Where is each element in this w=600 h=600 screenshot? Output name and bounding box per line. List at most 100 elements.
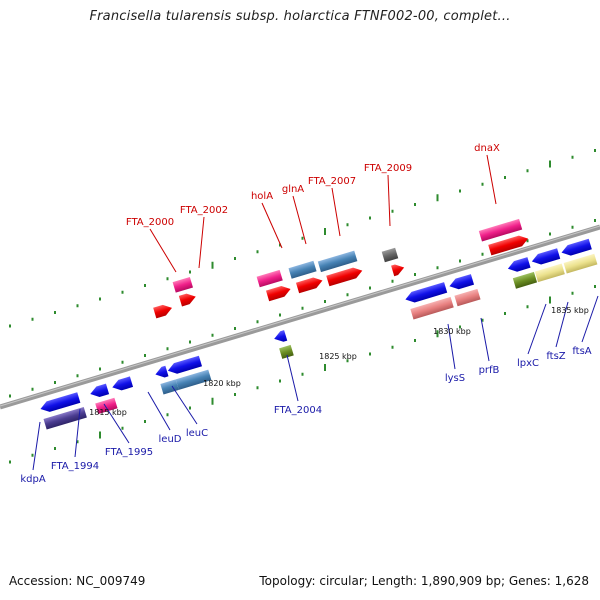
- tick-mark: [594, 285, 596, 288]
- gene-label: FTA_1995: [105, 447, 153, 458]
- tick-mark: [459, 259, 461, 263]
- leuc-arrow-gene: [167, 355, 203, 374]
- tick-mark: [76, 374, 79, 378]
- tick-mark: [31, 453, 34, 457]
- fta2002-rna-gene: [172, 276, 194, 293]
- tick-mark: [436, 330, 439, 338]
- gene-label: FTA_2004: [274, 405, 322, 416]
- leader-line: [286, 354, 299, 402]
- tick-mark: [324, 300, 326, 303]
- kdpa-gene: [40, 392, 81, 412]
- tick-mark: [234, 327, 236, 330]
- tick-mark: [504, 312, 506, 315]
- map-title: Francisella tularensis subsp. holarctica…: [89, 9, 511, 24]
- tick-mark: [211, 261, 214, 269]
- tick-mark: [189, 270, 191, 274]
- tick-mark: [166, 413, 169, 417]
- tick-mark: [121, 426, 124, 430]
- scale-label: 1815 kbp: [89, 408, 127, 417]
- tick-mark: [571, 225, 574, 229]
- tick-mark: [369, 216, 371, 220]
- hola-gene: [265, 286, 291, 302]
- leader-line: [527, 303, 547, 355]
- gene-label: lpxC: [517, 358, 539, 369]
- fta2007-rna-gene: [317, 250, 358, 273]
- fta2004-rna-gene: [279, 344, 294, 359]
- lyss-rna-gene: [410, 296, 454, 320]
- tick-mark: [481, 252, 484, 256]
- leader-line: [581, 295, 599, 343]
- tick-mark: [526, 169, 529, 173]
- leader-line: [103, 403, 130, 444]
- tick-mark: [234, 393, 236, 396]
- fta2002-gene: [178, 293, 196, 307]
- leader-line: [74, 408, 81, 458]
- leader-line: [171, 385, 198, 425]
- ftsa-gene: [561, 238, 592, 256]
- leader-line: [480, 317, 490, 362]
- gene-label: ftsA: [572, 346, 591, 357]
- lpxc-rna-gene: [512, 271, 538, 289]
- tick-mark: [99, 367, 101, 371]
- tick-mark: [144, 420, 146, 423]
- leader-line: [32, 421, 41, 471]
- tick-mark: [549, 296, 551, 304]
- ftsa-rna-gene: [563, 253, 598, 274]
- tick-mark: [76, 304, 79, 308]
- tick-marks: [9, 149, 596, 464]
- tick-mark: [166, 277, 169, 281]
- tick-mark: [481, 182, 484, 186]
- tick-mark: [256, 320, 259, 324]
- fta2009-rna-gene: [381, 247, 399, 263]
- tick-mark: [526, 239, 529, 243]
- leader-line: [149, 228, 177, 273]
- gene-label: lysS: [445, 373, 465, 384]
- tick-mark: [549, 232, 551, 236]
- tick-mark: [31, 387, 34, 391]
- tick-mark: [346, 223, 349, 227]
- tick-mark: [279, 313, 281, 317]
- gene-label: holA: [251, 191, 273, 202]
- tick-mark: [391, 279, 394, 283]
- topology-summary: Topology: circular; Length: 1,890,909 bp…: [259, 574, 589, 588]
- tick-mark: [549, 160, 551, 168]
- fta1994-rna-gene: [95, 397, 118, 415]
- glna-gene: [295, 277, 323, 294]
- leader-line: [387, 174, 391, 227]
- gene-labels: FTA_2000 FTA_2002 holA glnA FTA_2007 FTA_2009…: [20, 143, 591, 485]
- tick-mark: [234, 257, 236, 260]
- tick-mark: [481, 318, 484, 322]
- glna-rna-gene: [288, 260, 317, 279]
- tick-mark: [99, 431, 101, 439]
- gene-label: FTA_2009: [364, 163, 412, 174]
- ftsz-rna-gene: [534, 263, 565, 283]
- gene-label: leuC: [186, 428, 208, 439]
- tick-mark: [526, 305, 529, 309]
- tick-mark: [54, 381, 56, 384]
- tick-mark: [31, 317, 34, 321]
- gene-label: FTA_1994: [51, 461, 99, 472]
- tick-mark: [211, 397, 214, 405]
- tick-mark: [594, 149, 596, 152]
- prfb-rna-gene: [454, 288, 481, 307]
- leader-line: [486, 154, 497, 205]
- backbone-highlight: [0, 225, 600, 407]
- tick-mark: [324, 364, 326, 371]
- tick-mark: [54, 311, 56, 314]
- leader-line: [198, 216, 205, 269]
- gene-label: glnA: [282, 184, 304, 195]
- accession-text: Accession: NC_009749: [9, 574, 146, 588]
- fta2007-gene: [326, 267, 363, 287]
- tick-mark: [346, 359, 349, 363]
- scale-label: 1830 kbp: [433, 327, 471, 336]
- ftsz-gene: [531, 248, 561, 265]
- tick-mark: [189, 406, 191, 410]
- tick-mark: [504, 176, 506, 179]
- fta2000-gene: [153, 304, 172, 319]
- lpxc-gene: [507, 257, 531, 272]
- tick-mark: [76, 440, 79, 444]
- tick-mark: [166, 347, 169, 351]
- lyss-gene: [405, 282, 448, 303]
- tick-mark: [414, 273, 416, 276]
